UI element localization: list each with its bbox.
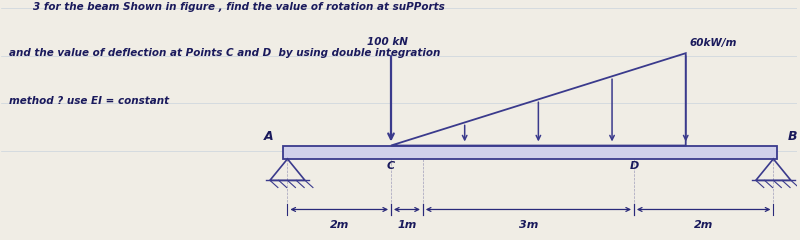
Text: and the value of deflection at Points C and D  by using double integration: and the value of deflection at Points C …	[9, 48, 440, 58]
Bar	[283, 145, 778, 159]
Text: A: A	[263, 130, 273, 143]
Text: method ? use EI = constant: method ? use EI = constant	[9, 96, 169, 106]
Text: 60kW/m: 60kW/m	[690, 38, 737, 48]
Text: 100 kN: 100 kN	[366, 37, 407, 47]
Text: 1m: 1m	[398, 220, 417, 230]
Text: 2m: 2m	[330, 220, 349, 230]
Text: B: B	[788, 130, 797, 143]
Text: C: C	[387, 161, 395, 171]
Text: 3 for the beam Shown in figure , find the value of rotation at suPPorts: 3 for the beam Shown in figure , find th…	[33, 2, 444, 12]
Text: 2m: 2m	[694, 220, 714, 230]
Text: D: D	[630, 161, 638, 171]
Text: 3m: 3m	[518, 220, 538, 230]
